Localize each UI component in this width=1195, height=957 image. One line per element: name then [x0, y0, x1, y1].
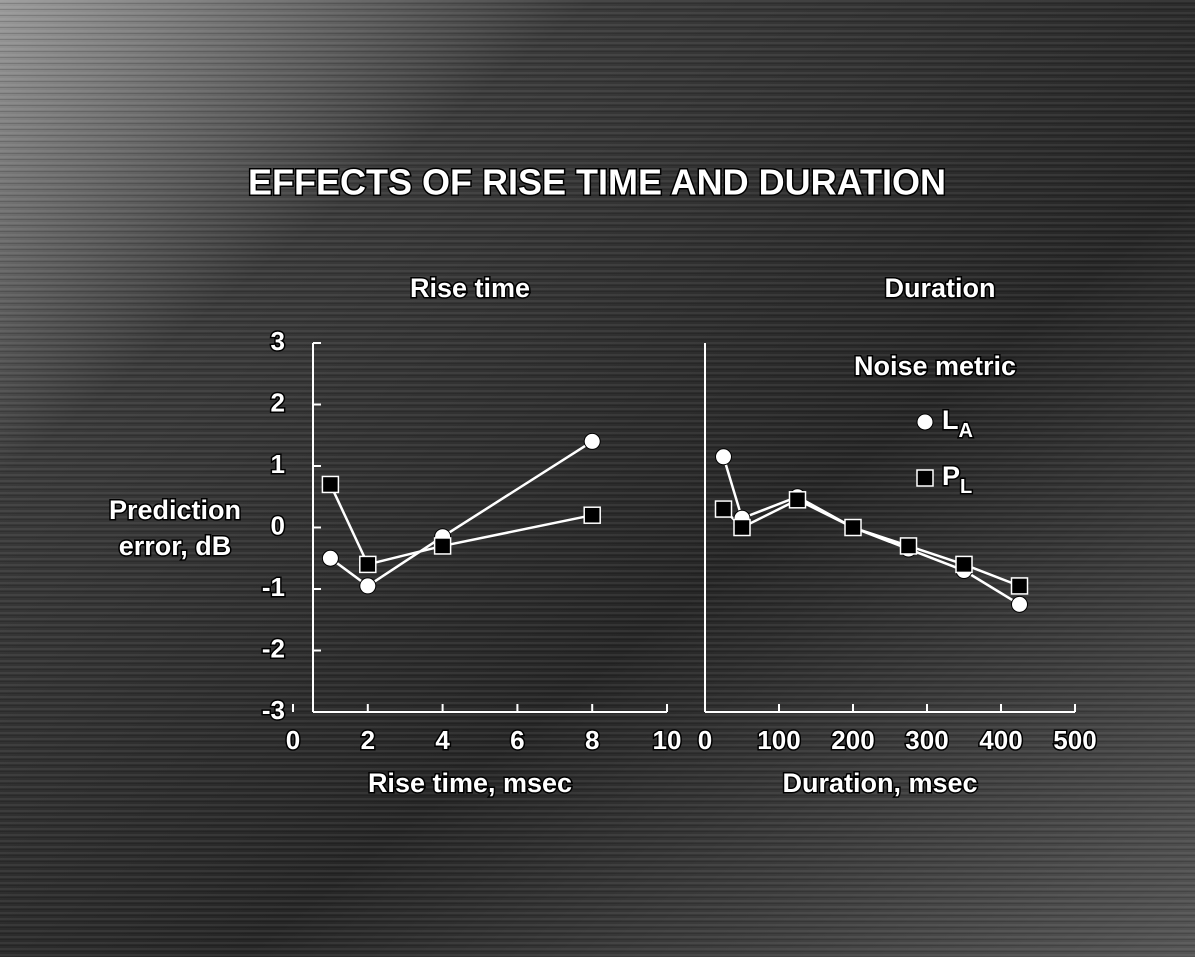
x-tick-label: 0: [286, 725, 300, 755]
x-tick-label: 100: [757, 725, 800, 755]
marker-circle: [321, 549, 339, 567]
x-tick-label: 300: [905, 725, 948, 755]
legend-title: Noise metric: [854, 351, 1016, 381]
marker-square: [955, 555, 973, 574]
marker-circle: [715, 448, 732, 466]
series-line: [329, 483, 593, 566]
x-tick-label: 10: [653, 725, 682, 755]
x-tick-label: 0: [698, 725, 712, 755]
chart-title: Duration: [885, 273, 996, 303]
x-tick-label: 200: [831, 725, 874, 755]
marker-square: [714, 500, 733, 518]
x-axis-label: Rise time, msec: [368, 768, 572, 798]
legend-label: LA: [942, 405, 973, 442]
marker-circle: [1011, 595, 1028, 613]
y-tick-label: 2: [271, 387, 285, 417]
marker-circle: [359, 577, 377, 595]
marker-circle: [583, 432, 601, 450]
marker-square: [788, 491, 807, 509]
marker-square: [844, 518, 862, 537]
x-tick-label: 2: [361, 725, 375, 755]
slide-title: EFFECTS OF RISE TIME AND DURATION: [248, 162, 946, 203]
marker-square: [733, 518, 751, 537]
marker-square: [916, 469, 934, 487]
marker-square: [899, 537, 918, 555]
x-tick-label: 8: [585, 725, 599, 755]
y-axis-label: error, dB: [119, 531, 232, 561]
x-tick-label: 400: [979, 725, 1022, 755]
series-line: [329, 440, 593, 588]
y-tick-label: 0: [271, 510, 285, 540]
y-tick-label: -3: [262, 695, 285, 725]
marker-square: [433, 537, 452, 555]
marker-square: [321, 475, 340, 494]
y-axis-label: Prediction: [109, 495, 241, 525]
x-axis-label: Duration, msec: [782, 768, 977, 798]
x-tick-label: 6: [510, 725, 524, 755]
marker-circle: [916, 413, 934, 431]
y-tick-label: -2: [262, 633, 285, 663]
marker-square: [1010, 577, 1029, 595]
x-tick-label: 500: [1053, 725, 1096, 755]
legend-label: PL: [942, 461, 972, 498]
marker-square: [583, 506, 601, 524]
y-tick-label: -1: [262, 572, 285, 602]
marker-square: [359, 555, 377, 574]
y-tick-label: 3: [271, 326, 285, 356]
chart-title: Rise time: [410, 273, 530, 303]
x-tick-label: 4: [435, 725, 450, 755]
y-tick-label: 1: [271, 449, 285, 479]
